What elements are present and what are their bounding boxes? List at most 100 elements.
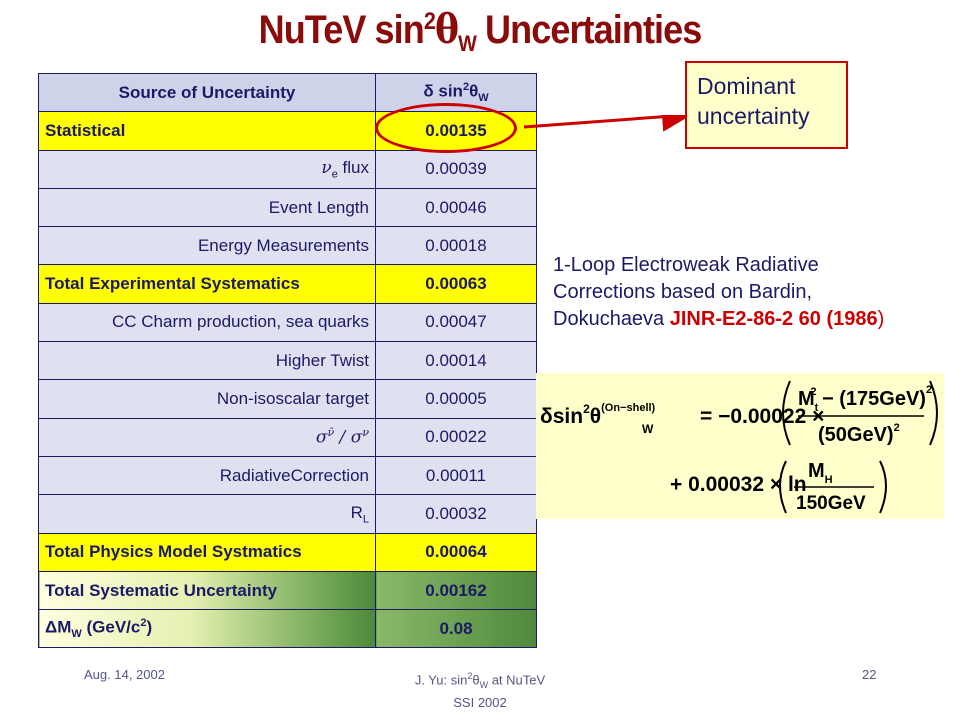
right-paren: [929, 380, 938, 446]
unit: (GeV/c: [81, 617, 141, 637]
row-label: Total Experimental Systematics: [38, 264, 376, 304]
table-row: RadiativeCorrection 0.00011: [38, 455, 537, 496]
formula-eq: = −0.00022 ×: [700, 405, 824, 428]
note-line1: 1-Loop Electroweak Radiative: [553, 254, 819, 276]
note-line3-plain: Dokuchaeva: [553, 308, 670, 330]
dominant-uncertainty-callout: Dominant uncertainty: [685, 61, 848, 149]
sigma-symbol: σ: [350, 428, 363, 449]
row-label: Total Physics Model Systmatics: [38, 532, 376, 572]
table-row: Higher Twist 0.00014: [38, 341, 537, 381]
row-label-rest: flux: [337, 158, 369, 178]
table-row: νe flux 0.00039: [38, 149, 537, 189]
row-value: 0.00018: [375, 226, 537, 266]
row-value: 0.00032: [375, 494, 537, 534]
unit-end: ): [146, 617, 153, 637]
row-label: Total Systematic Uncertainty: [38, 570, 376, 611]
row-label: νe flux: [38, 149, 376, 189]
table-row: Energy Measurements 0.00018: [38, 226, 537, 266]
table-row: σν̄ / σν 0.00022: [38, 417, 537, 457]
header-source: Source of Uncertainty: [38, 72, 376, 113]
row-label: ΔMW (GeV/c2): [38, 609, 376, 649]
footer-rest: at NuTeV: [488, 672, 546, 688]
row-label: Non-isoscalar target: [38, 379, 376, 419]
note-line3: Dokuchaeva JINR-E2-86-2 60 (1986): [553, 306, 913, 333]
header-delta-sup: 2: [462, 81, 470, 94]
callout-line1: Dominant: [697, 73, 796, 99]
row-label: RadiativeCorrection: [38, 455, 376, 496]
formula-denominator: (50GeV)2: [818, 422, 900, 446]
row-value: 0.00039: [375, 149, 537, 189]
table-row: ΔMW (GeV/c2) 0.08: [38, 609, 537, 649]
r-sub: L: [362, 513, 369, 526]
nu-symbol: ν: [362, 426, 369, 440]
formula-mh-den: 150GeV: [796, 493, 866, 514]
title-text: NuTeV sin: [258, 8, 425, 52]
nubar-symbol: ν̄: [327, 426, 335, 440]
row-label: Energy Measurements: [38, 226, 376, 266]
table-row: RL 0.00032: [38, 494, 537, 534]
nu-sub: e: [331, 168, 338, 181]
m-sub: W: [71, 628, 82, 641]
table-row: Non-isoscalar target 0.00005: [38, 379, 537, 419]
row-label: Higher Twist: [38, 341, 376, 381]
row-label: CC Charm production, sea quarks: [38, 302, 376, 343]
correction-formula: δsin2θ(On−shell) W = −0.00022 × Mt2 − (1…: [536, 373, 944, 519]
table-header-row: Source of Uncertainty δ sin2θW: [38, 72, 537, 113]
footer-center-line2: SSI 2002: [453, 694, 507, 710]
row-label: σν̄ / σν: [38, 417, 376, 457]
formula-numerator: Mt2 − (175GeV)2: [798, 384, 932, 414]
title-end: Uncertainties: [475, 8, 702, 52]
row-value: 0.00022: [375, 417, 537, 457]
formula-plus: + 0.00032 × ln: [670, 473, 807, 496]
row-value: 0.00063: [375, 264, 537, 304]
title-sup: 2: [423, 8, 436, 35]
note-line3-ref: JINR-E2-86-2 60 (1986: [669, 308, 878, 330]
footer-sup: 2: [467, 671, 473, 681]
formula-lhs: δsin2θ(On−shell): [540, 402, 656, 428]
radiative-corrections-note: 1-Loop Electroweak Radiative Corrections…: [553, 252, 913, 333]
highlight-ellipse: [375, 103, 517, 153]
note-line2: Corrections based on Bardin,: [553, 281, 813, 303]
row-value: 0.00011: [375, 455, 537, 496]
table-row: Total Physics Model Systmatics 0.00064: [38, 532, 537, 572]
header-delta: δ sin2θW: [375, 72, 537, 113]
footer-date: Aug. 14, 2002: [84, 667, 165, 682]
table-row: Total Experimental Systematics 0.00063: [38, 264, 537, 304]
ln-left-paren: [779, 460, 787, 514]
sigma-symbol: σ: [315, 428, 328, 449]
row-label: Event Length: [38, 187, 376, 228]
row-value: 0.00064: [375, 532, 537, 572]
title-sub: W: [458, 31, 477, 56]
delta-m: ΔM: [45, 617, 72, 637]
formula-mh: MH: [808, 460, 833, 486]
row-value: 0.00162: [375, 570, 537, 611]
r-symbol: R: [350, 502, 363, 522]
uncertainty-table: Source of Uncertainty δ sin2θW Statistic…: [38, 72, 537, 649]
header-delta-sub: W: [478, 92, 489, 105]
row-value: 0.00046: [375, 187, 537, 228]
footer-theta: θ: [472, 672, 480, 688]
title-theta: θ: [435, 6, 459, 53]
row-label: Statistical: [38, 111, 376, 151]
footer-page-number: 22: [862, 667, 877, 682]
row-value: 0.00014: [375, 341, 537, 381]
footer-sub: W: [479, 679, 489, 690]
table-row: CC Charm production, sea quarks 0.00047: [38, 302, 537, 343]
footer-text: J. Yu: sin: [414, 672, 468, 688]
unit-sup: 2: [140, 617, 147, 630]
row-value: 0.00047: [375, 302, 537, 343]
footer-center: J. Yu: sin2θW at NuTeV SSI 2002: [380, 667, 580, 712]
row-value: 0.08: [375, 609, 537, 649]
nu-symbol: ν: [321, 158, 332, 179]
formula-lhs-sub: W: [642, 422, 654, 436]
header-delta-text: δ sin: [423, 81, 463, 101]
row-label: RL: [38, 494, 376, 534]
footer-center-line1: J. Yu: sin2θW at NuTeV: [380, 667, 580, 694]
note-line3-end: ): [877, 308, 885, 330]
ln-right-paren: [879, 460, 887, 514]
left-paren: [782, 380, 791, 446]
callout-arrow: [523, 115, 690, 132]
slide-title: NuTeV sin2θW Uncertainties: [48, 6, 912, 56]
slash: /: [334, 428, 351, 449]
table-row: Event Length 0.00046: [38, 187, 537, 228]
